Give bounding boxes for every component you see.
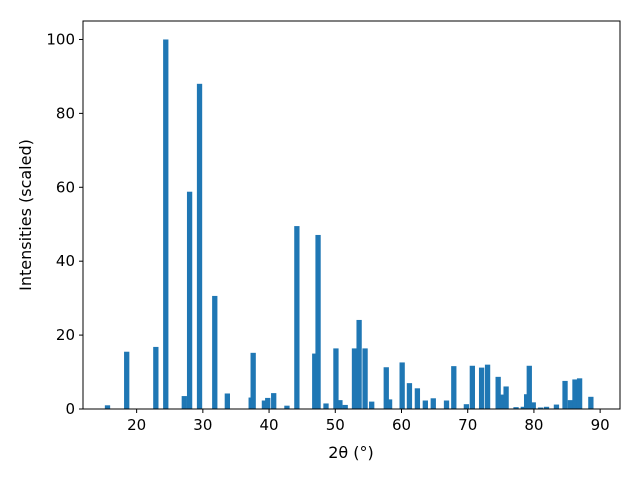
- bar: [451, 366, 457, 409]
- bar: [500, 394, 506, 409]
- bar: [124, 351, 130, 409]
- bar: [153, 346, 159, 409]
- bar: [430, 398, 436, 409]
- bar: [572, 379, 578, 409]
- bar: [337, 400, 343, 409]
- bar: [383, 367, 389, 409]
- x-tick-label: 60: [392, 416, 411, 434]
- y-tick-label: 40: [56, 252, 75, 270]
- y-tick-label: 80: [56, 104, 75, 122]
- bar: [463, 404, 470, 409]
- bar: [406, 383, 413, 409]
- x-axis-label: 2θ (°): [328, 443, 374, 462]
- bar: [576, 378, 583, 409]
- bar: [414, 388, 421, 409]
- bars-group: [104, 39, 594, 410]
- bar: [284, 405, 290, 409]
- bar: [520, 406, 526, 409]
- x-axis-ticks: 20 30 40 50 60 70 80 90: [127, 409, 610, 434]
- bar: [484, 364, 491, 409]
- bar: [503, 386, 509, 409]
- bar: [495, 376, 501, 409]
- x-tick-label: 30: [193, 416, 212, 434]
- bar: [513, 407, 519, 409]
- bar: [543, 406, 550, 409]
- bar: [261, 400, 268, 409]
- y-tick-label: 100: [46, 30, 75, 48]
- bar: [212, 295, 218, 409]
- bar: [271, 393, 277, 409]
- y-tick-label: 0: [65, 400, 75, 418]
- bar: [422, 400, 428, 409]
- y-axis-ticks: 0 20 40 60 80 100: [46, 30, 83, 418]
- bar: [530, 402, 536, 409]
- y-tick-label: 20: [56, 326, 75, 344]
- bar: [478, 367, 485, 409]
- bar: [356, 319, 362, 409]
- x-tick-label: 40: [260, 416, 279, 434]
- bar: [265, 397, 271, 409]
- bar: [399, 362, 405, 409]
- bar: [294, 226, 300, 409]
- x-tick-label: 20: [127, 416, 146, 434]
- y-axis-label: Intensities (scaled): [16, 139, 35, 291]
- bar: [224, 393, 230, 409]
- bar: [104, 405, 111, 409]
- x-tick-label: 80: [524, 416, 543, 434]
- plot-frame: [82, 20, 621, 410]
- bar: [386, 399, 393, 409]
- bar: [562, 380, 568, 409]
- bar: [588, 396, 594, 409]
- x-tick-label: 50: [326, 416, 345, 434]
- bar: [553, 404, 560, 409]
- bar: [196, 83, 203, 410]
- bar: [537, 407, 544, 409]
- bar: [443, 400, 450, 409]
- bar: [323, 403, 329, 409]
- bar: [342, 404, 348, 409]
- y-tick-label: 60: [56, 178, 75, 196]
- bar: [351, 348, 358, 409]
- bar: [312, 353, 318, 409]
- bar: [186, 191, 193, 409]
- x-tick-label: 70: [458, 416, 477, 434]
- bar: [567, 400, 573, 409]
- x-tick-label: 90: [591, 416, 610, 434]
- bar: [362, 348, 368, 409]
- bar: [315, 234, 321, 409]
- bar: [181, 396, 187, 409]
- bar: [369, 401, 375, 409]
- bar: [333, 348, 339, 409]
- bar: [250, 352, 256, 409]
- bar: [523, 394, 530, 409]
- bar: [163, 39, 169, 409]
- bar: [526, 365, 532, 409]
- bar: [469, 365, 475, 409]
